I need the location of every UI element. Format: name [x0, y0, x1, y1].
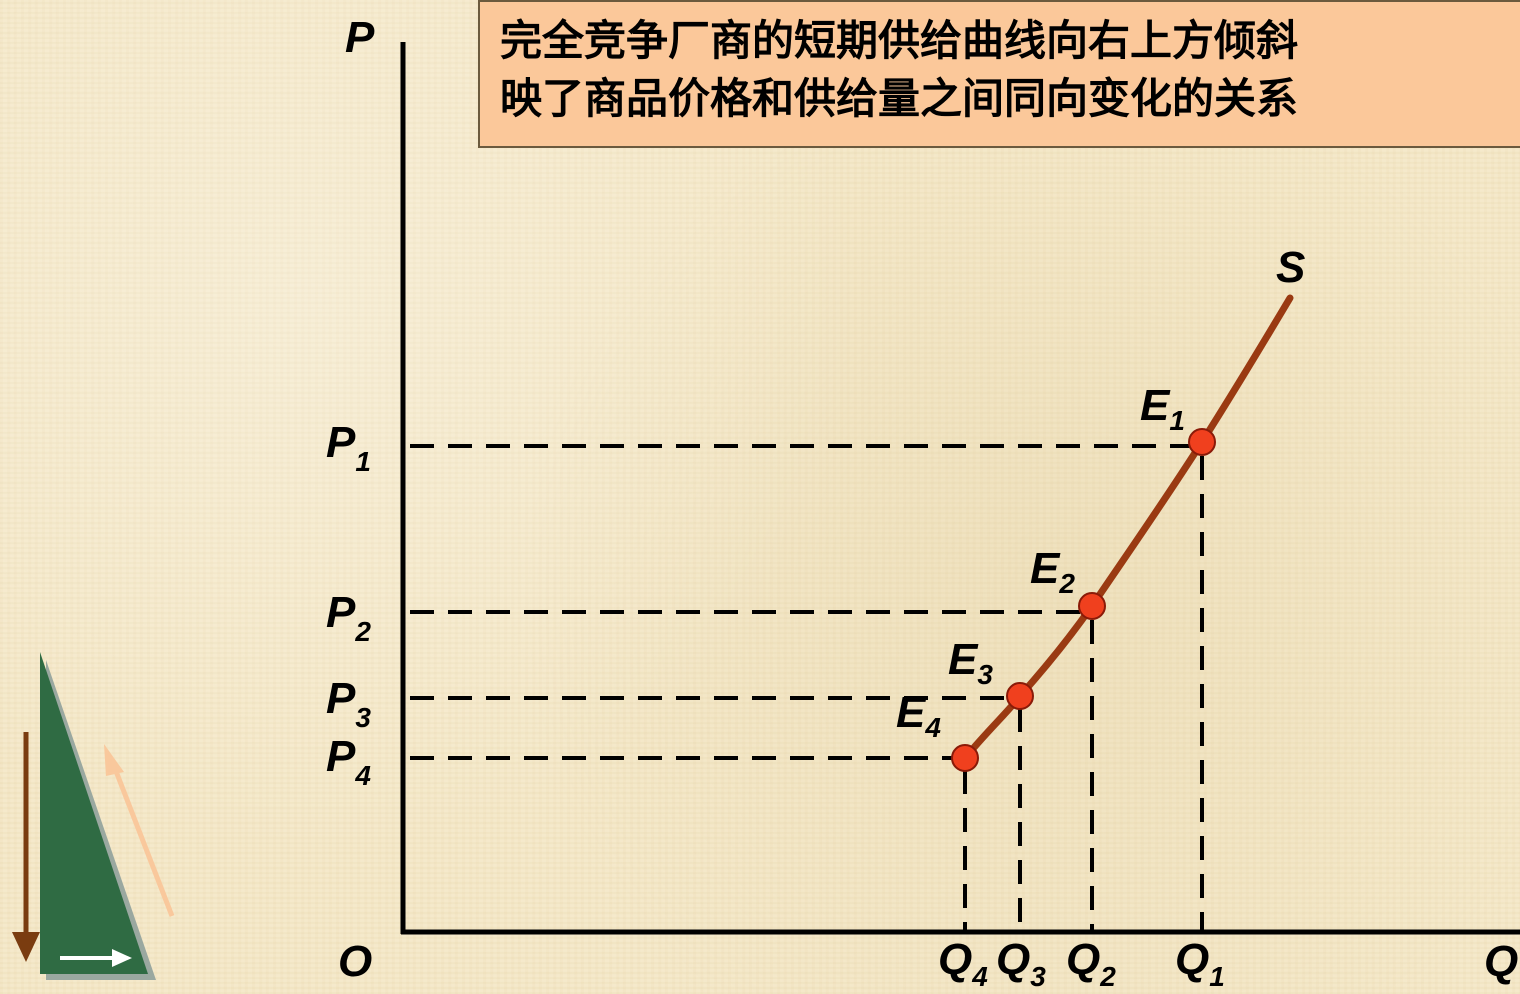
nav-up-arrow-icon[interactable]: [104, 744, 124, 776]
e3-label: E3: [948, 635, 993, 690]
origin-label: O: [338, 937, 372, 986]
e4-label: E4: [896, 688, 941, 743]
supply-curve-label: S: [1276, 243, 1305, 292]
p1-label: P1: [326, 418, 371, 477]
e1-label: E1: [1140, 381, 1185, 436]
q3-label: Q3: [996, 935, 1046, 992]
point-e2: [1079, 593, 1105, 619]
nav-down-arrow-icon[interactable]: [12, 932, 40, 962]
q1-label: Q1: [1175, 935, 1225, 992]
p2-label: P2: [326, 588, 371, 647]
point-e3: [1007, 683, 1033, 709]
p4-label: P4: [326, 732, 371, 791]
q4-label: Q4: [938, 935, 988, 992]
y-axis-label: P: [345, 13, 375, 62]
p3-label: P3: [326, 674, 371, 733]
point-e4: [952, 745, 978, 771]
slide-nav-widget[interactable]: [12, 652, 172, 980]
e2-label: E2: [1030, 544, 1075, 599]
q2-label: Q2: [1066, 935, 1116, 992]
x-axis-label: Q: [1484, 937, 1518, 986]
point-e1: [1189, 429, 1215, 455]
quantity-guides: [965, 456, 1202, 930]
